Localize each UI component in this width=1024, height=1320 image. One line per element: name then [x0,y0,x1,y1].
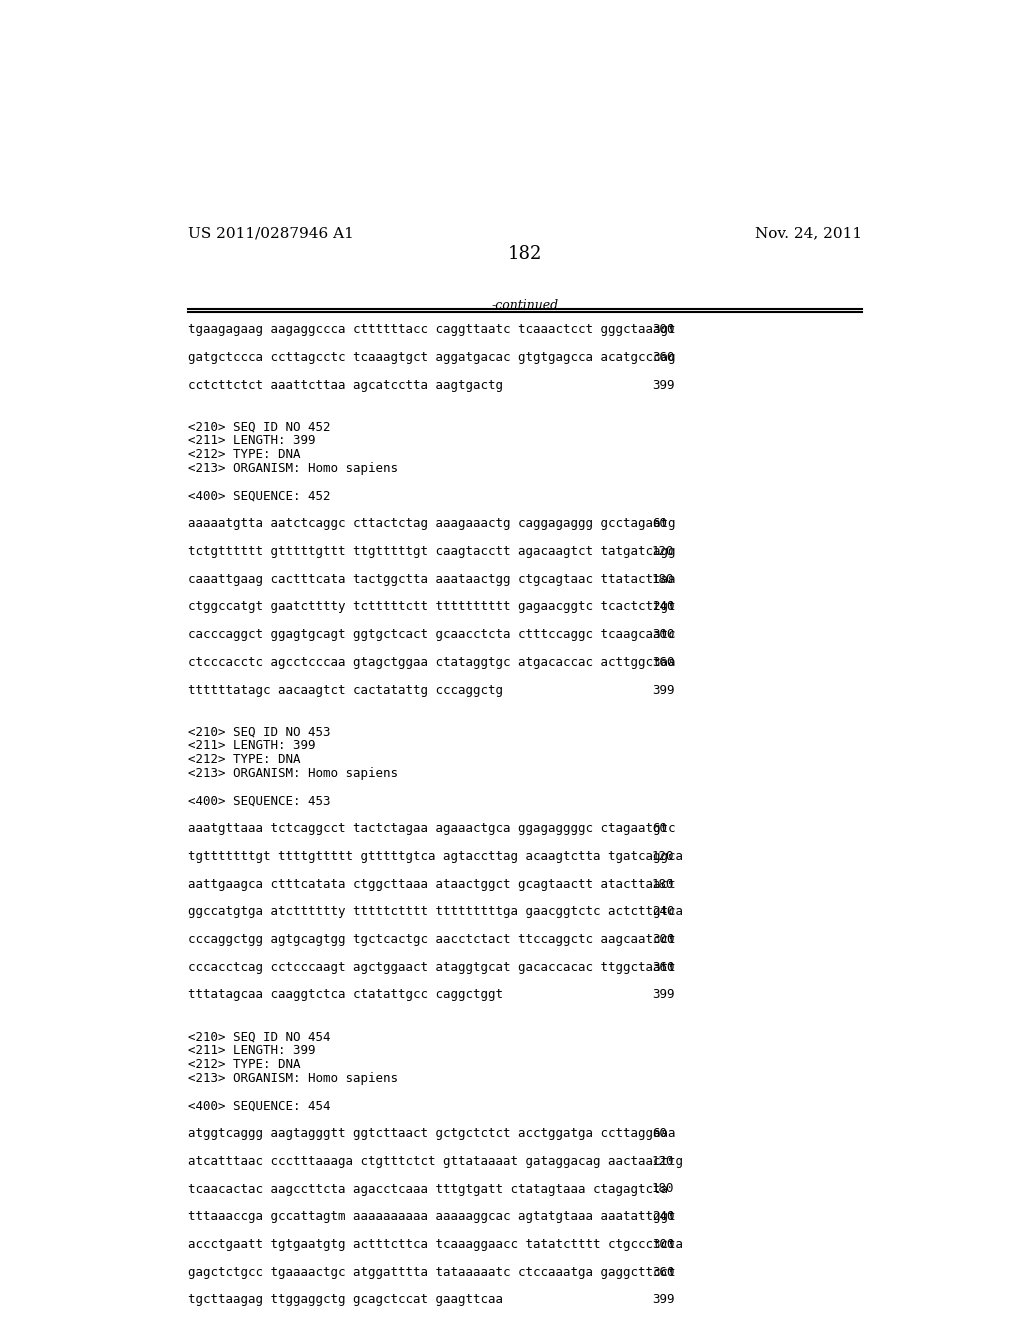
Text: 120: 120 [652,1155,674,1168]
Text: 300: 300 [652,1238,674,1251]
Text: gatgctccca ccttagcctc tcaaagtgct aggatgacac gtgtgagcca acatgcccag: gatgctccca ccttagcctc tcaaagtgct aggatga… [187,351,675,364]
Text: tctgtttttt gtttttgttt ttgtttttgt caagtacctt agacaagtct tatgatcagg: tctgtttttt gtttttgttt ttgtttttgt caagtac… [187,545,675,558]
Text: 120: 120 [652,850,674,863]
Text: <211> LENGTH: 399: <211> LENGTH: 399 [187,1044,315,1057]
Text: gagctctgcc tgaaaactgc atggatttta tataaaaatc ctccaaatga gaggcttcct: gagctctgcc tgaaaactgc atggatttta tataaaa… [187,1266,675,1279]
Text: tttaaaccga gccattagtm aaaaaaaaaa aaaaaggcac agtatgtaaa aaatattggt: tttaaaccga gccattagtm aaaaaaaaaa aaaaagg… [187,1210,675,1224]
Text: cccaggctgg agtgcagtgg tgctcactgc aacctctact ttccaggctc aagcaatcct: cccaggctgg agtgcagtgg tgctcactgc aacctct… [187,933,675,946]
Text: aaaaatgtta aatctcaggc cttactctag aaagaaactg caggagaggg gcctagaatg: aaaaatgtta aatctcaggc cttactctag aaagaaa… [187,517,675,531]
Text: 120: 120 [652,545,674,558]
Text: <213> ORGANISM: Homo sapiens: <213> ORGANISM: Homo sapiens [187,767,397,780]
Text: tgaagagaag aagaggccca cttttttacc caggttaatc tcaaactcct gggctaaagt: tgaagagaag aagaggccca cttttttacc caggtta… [187,323,675,337]
Text: <213> ORGANISM: Homo sapiens: <213> ORGANISM: Homo sapiens [187,1072,397,1085]
Text: cctcttctct aaattcttaa agcatcctta aagtgactg: cctcttctct aaattcttaa agcatcctta aagtgac… [187,379,503,392]
Text: Nov. 24, 2011: Nov. 24, 2011 [755,226,862,240]
Text: cccacctcag cctcccaagt agctggaact ataggtgcat gacaccacac ttggctaatt: cccacctcag cctcccaagt agctggaact ataggtg… [187,961,675,974]
Text: ggccatgtga atctttttty tttttctttt tttttttttga gaacggtctc actcttgtca: ggccatgtga atctttttty tttttctttt ttttttt… [187,906,683,919]
Text: 360: 360 [652,656,674,669]
Text: <400> SEQUENCE: 453: <400> SEQUENCE: 453 [187,795,330,808]
Text: tttatagcaa caaggtctca ctatattgcc caggctggt: tttatagcaa caaggtctca ctatattgcc caggctg… [187,989,503,1002]
Text: <212> TYPE: DNA: <212> TYPE: DNA [187,752,300,766]
Text: 399: 399 [652,1294,674,1307]
Text: <210> SEQ ID NO 454: <210> SEQ ID NO 454 [187,1030,330,1043]
Text: <210> SEQ ID NO 452: <210> SEQ ID NO 452 [187,420,330,433]
Text: 180: 180 [652,1183,674,1196]
Text: <212> TYPE: DNA: <212> TYPE: DNA [187,447,300,461]
Text: aattgaagca ctttcatata ctggcttaaa ataactggct gcagtaactt atacttaact: aattgaagca ctttcatata ctggcttaaa ataactg… [187,878,675,891]
Text: <213> ORGANISM: Homo sapiens: <213> ORGANISM: Homo sapiens [187,462,397,475]
Text: 360: 360 [652,1266,674,1279]
Text: 240: 240 [652,906,674,919]
Text: US 2011/0287946 A1: US 2011/0287946 A1 [187,226,353,240]
Text: 60: 60 [652,1127,667,1140]
Text: aaatgttaaa tctcaggcct tactctagaa agaaactgca ggagaggggc ctagaatgtc: aaatgttaaa tctcaggcct tactctagaa agaaact… [187,822,675,836]
Text: 180: 180 [652,573,674,586]
Text: <400> SEQUENCE: 452: <400> SEQUENCE: 452 [187,490,330,503]
Text: 399: 399 [652,989,674,1002]
Text: <400> SEQUENCE: 454: <400> SEQUENCE: 454 [187,1100,330,1113]
Text: tcaacactac aagccttcta agacctcaaa tttgtgatt ctatagtaaa ctagagtcta: tcaacactac aagccttcta agacctcaaa tttgtga… [187,1183,668,1196]
Text: 60: 60 [652,822,667,836]
Text: -continued: -continued [492,300,558,313]
Text: 60: 60 [652,517,667,531]
Text: 300: 300 [652,323,674,337]
Text: <212> TYPE: DNA: <212> TYPE: DNA [187,1057,300,1071]
Text: 360: 360 [652,961,674,974]
Text: ttttttatagc aacaagtct cactatattg cccaggctg: ttttttatagc aacaagtct cactatattg cccaggc… [187,684,503,697]
Text: tgtttttttgt ttttgttttt gtttttgtca agtaccttag acaagtctta tgatcaggca: tgtttttttgt ttttgttttt gtttttgtca agtacc… [187,850,683,863]
Text: 399: 399 [652,684,674,697]
Text: 360: 360 [652,351,674,364]
Text: 399: 399 [652,379,674,392]
Text: atggtcaggg aagtagggtt ggtcttaact gctgctctct acctggatga ccttaggaaa: atggtcaggg aagtagggtt ggtcttaact gctgctc… [187,1127,675,1140]
Text: <211> LENGTH: 399: <211> LENGTH: 399 [187,434,315,447]
Text: 300: 300 [652,933,674,946]
Text: 300: 300 [652,628,674,642]
Text: <211> LENGTH: 399: <211> LENGTH: 399 [187,739,315,752]
Text: 180: 180 [652,878,674,891]
Text: accctgaatt tgtgaatgtg actttcttca tcaaaggaacc tatatctttt ctgccctcta: accctgaatt tgtgaatgtg actttcttca tcaaagg… [187,1238,683,1251]
Text: ctggccatgt gaatctttty tctttttctt tttttttttt gagaacggtc tcactcttgt: ctggccatgt gaatctttty tctttttctt ttttttt… [187,601,675,614]
Text: <210> SEQ ID NO 453: <210> SEQ ID NO 453 [187,725,330,738]
Text: 182: 182 [508,244,542,263]
Text: cacccaggct ggagtgcagt ggtgctcact gcaacctcta ctttccaggc tcaagcaatc: cacccaggct ggagtgcagt ggtgctcact gcaacct… [187,628,675,642]
Text: 240: 240 [652,601,674,614]
Text: tgcttaagag ttggaggctg gcagctccat gaagttcaa: tgcttaagag ttggaggctg gcagctccat gaagttc… [187,1294,503,1307]
Text: 240: 240 [652,1210,674,1224]
Text: atcatttaac ccctttaaaga ctgtttctct gttataaaat gataggacag aactaacttg: atcatttaac ccctttaaaga ctgtttctct gttata… [187,1155,683,1168]
Text: ctcccacctc agcctcccaa gtagctggaa ctataggtgc atgacaccac acttggctaa: ctcccacctc agcctcccaa gtagctggaa ctatagg… [187,656,675,669]
Text: caaattgaag cactttcata tactggctta aaataactgg ctgcagtaac ttatacttaa: caaattgaag cactttcata tactggctta aaataac… [187,573,675,586]
